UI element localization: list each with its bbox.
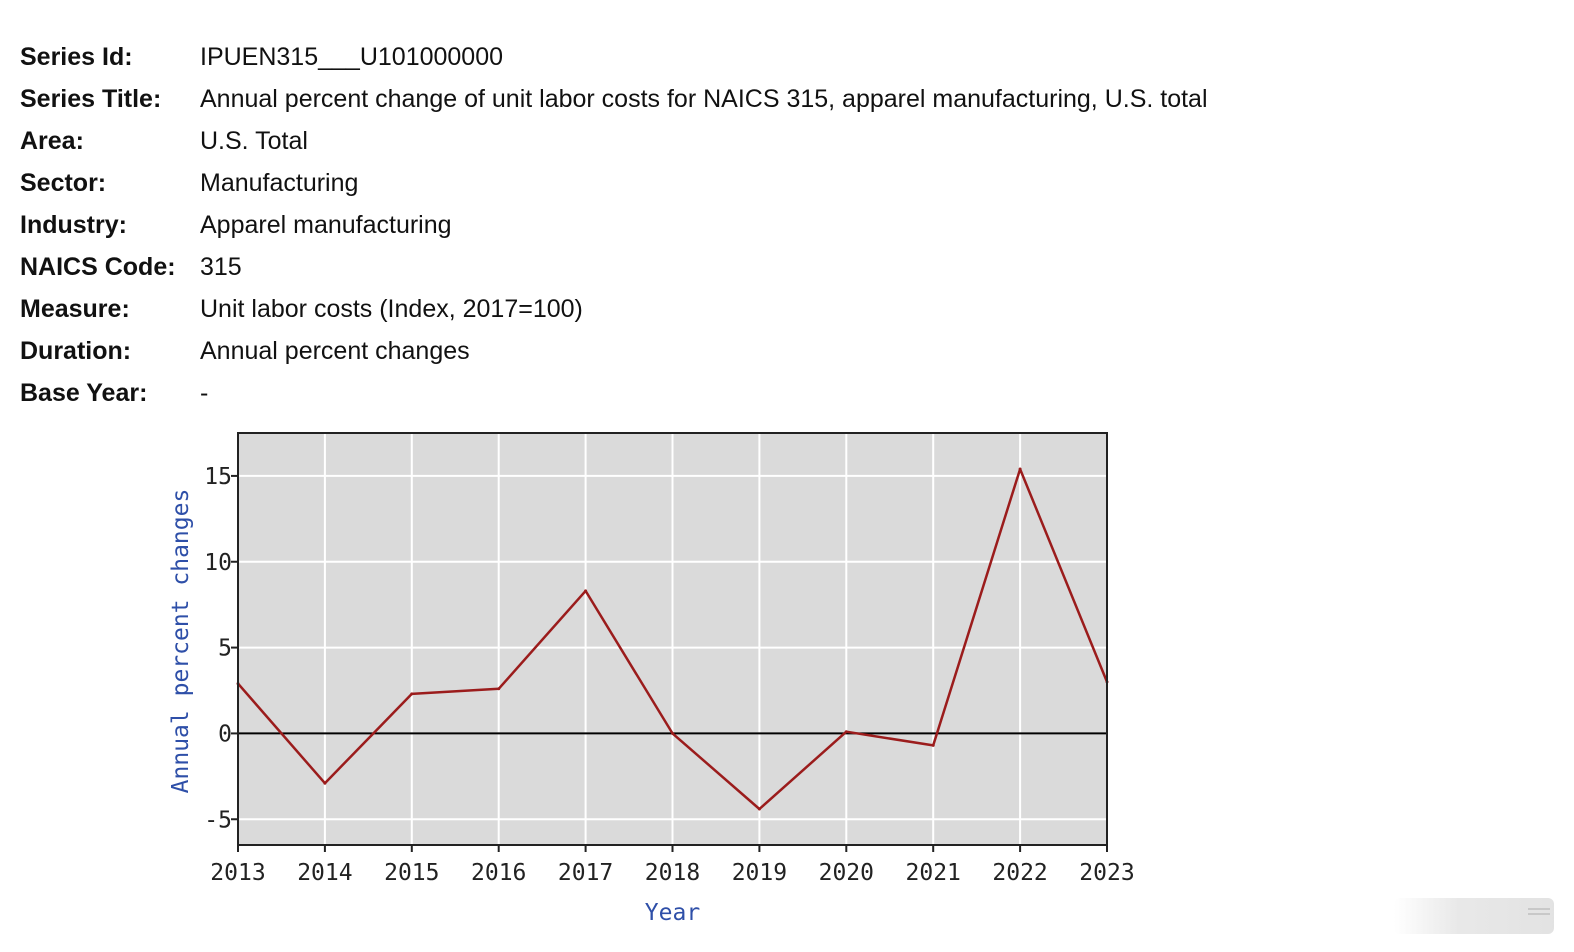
y-tick-label: -5 <box>204 807 232 833</box>
x-tick-label: 2019 <box>732 860 787 886</box>
metadata-row: Duration: Annual percent changes <box>20 330 1208 372</box>
metadata-label: Measure: <box>20 294 130 323</box>
metadata-row: Industry: Apparel manufacturing <box>20 204 1208 246</box>
x-tick-label: 2022 <box>992 860 1047 886</box>
metadata-value: - <box>200 378 209 407</box>
x-tick-label: 2017 <box>558 860 613 886</box>
metadata-value: 315 <box>200 252 242 281</box>
x-tick-label: 2013 <box>210 860 265 886</box>
x-tick-label: 2014 <box>297 860 352 886</box>
metadata-row: Series Id: IPUEN315___U101000000 <box>20 36 1208 78</box>
metadata-label: Duration: <box>20 336 132 365</box>
data-point <box>410 692 414 696</box>
metadata-row: Area: U.S. Total <box>20 120 1208 162</box>
x-tick-label: 2021 <box>906 860 961 886</box>
data-point <box>757 807 761 811</box>
y-axis-title: Annual percent changes <box>168 489 194 794</box>
metadata-row: NAICS Code: 315 <box>20 246 1208 288</box>
x-tick-label: 2016 <box>471 860 526 886</box>
scroll-handle[interactable] <box>1394 898 1554 934</box>
data-point <box>844 730 848 734</box>
y-tick-label: 10 <box>204 550 232 576</box>
y-tick-label: 15 <box>204 464 232 490</box>
metadata-label: NAICS Code: <box>20 252 176 281</box>
metadata-value: Unit labor costs (Index, 2017=100) <box>200 294 583 323</box>
metadata-label: Area: <box>20 126 84 155</box>
metadata-value: U.S. Total <box>200 126 308 155</box>
metadata-value: IPUEN315___U101000000 <box>200 42 504 71</box>
metadata-label: Base Year: <box>20 378 148 407</box>
x-tick-label: 2015 <box>384 860 439 886</box>
metadata-label: Industry: <box>20 210 127 239</box>
data-point <box>931 743 935 747</box>
data-point <box>584 589 588 593</box>
data-point <box>323 781 327 785</box>
y-tick-label: 0 <box>218 721 232 747</box>
metadata-value: Apparel manufacturing <box>200 210 452 239</box>
metadata-value: Manufacturing <box>200 168 359 197</box>
series-metadata: Series Id: IPUEN315___U101000000 Series Ti… <box>20 36 1208 414</box>
metadata-value: Annual percent change of unit labor cost… <box>200 84 1208 113</box>
metadata-label: Series Title: <box>20 84 162 113</box>
metadata-row: Series Title: Annual percent change of un… <box>20 78 1208 120</box>
metadata-row: Base Year: - <box>20 372 1208 414</box>
metadata-value: Annual percent changes <box>200 336 470 365</box>
metadata-label: Series Id: <box>20 42 133 71</box>
y-tick-label: 5 <box>218 636 232 662</box>
data-point <box>1018 467 1022 471</box>
x-tick-label: 2020 <box>819 860 874 886</box>
x-tick-label: 2018 <box>645 860 700 886</box>
data-point <box>497 687 501 691</box>
x-axis-title: Year <box>645 900 700 926</box>
metadata-row: Measure: Unit labor costs (Index, 2017=10… <box>20 288 1208 330</box>
metadata-label: Sector: <box>20 168 107 197</box>
data-point <box>671 731 674 735</box>
metadata-row: Sector: Manufacturing <box>20 162 1208 204</box>
x-tick-label: 2023 <box>1079 860 1134 886</box>
